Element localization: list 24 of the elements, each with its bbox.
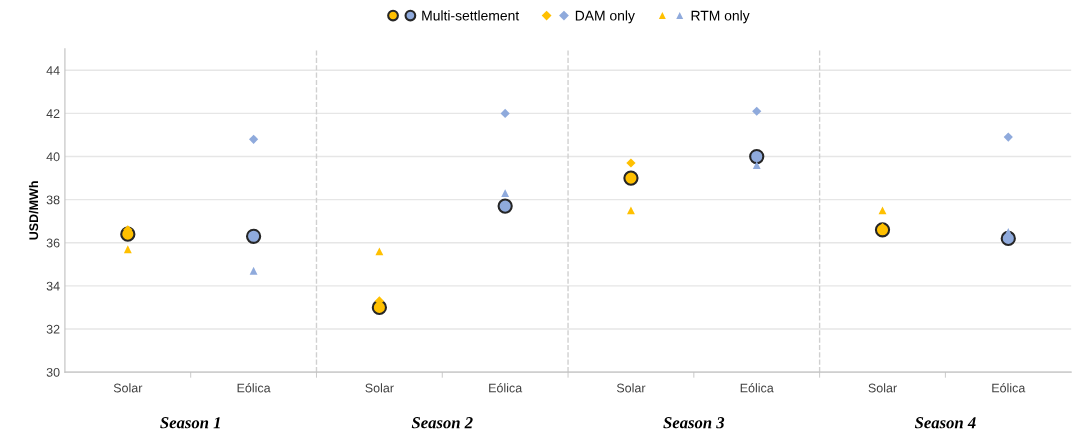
x-tick-label: Solar (365, 383, 394, 393)
y-tick-label: 38 (46, 195, 60, 205)
x-tick-label: Solar (616, 383, 646, 393)
y-tick-label: 34 (46, 281, 60, 291)
y-tick-label: 44 (46, 66, 60, 75)
x-tick-label: Solar (113, 383, 143, 393)
y-tick-label: 40 (46, 152, 60, 162)
x-tick-label: Eólica (237, 383, 271, 393)
y-tick-label: 32 (46, 324, 60, 334)
x-tick-label: Eólica (992, 383, 1026, 393)
text: Season 2 (411, 417, 473, 429)
legend-label: RTM only (691, 10, 750, 24)
text: Season 4 (914, 417, 976, 429)
x-tick-label: Eólica (489, 383, 523, 393)
y-axis-title: USD/MWh (28, 181, 39, 240)
x-tick-label: Eólica (740, 383, 774, 393)
y-tick-label: 30 (46, 367, 60, 377)
y-tick-label: 36 (46, 238, 60, 248)
text: Season 1 (160, 417, 220, 429)
x-tick-label: Solar (868, 383, 897, 393)
legend-label: DAM only (575, 10, 635, 24)
y-tick-label: 42 (46, 109, 60, 118)
text: Season 3 (663, 417, 725, 429)
legend-label: Multi-settlement (422, 10, 520, 21)
